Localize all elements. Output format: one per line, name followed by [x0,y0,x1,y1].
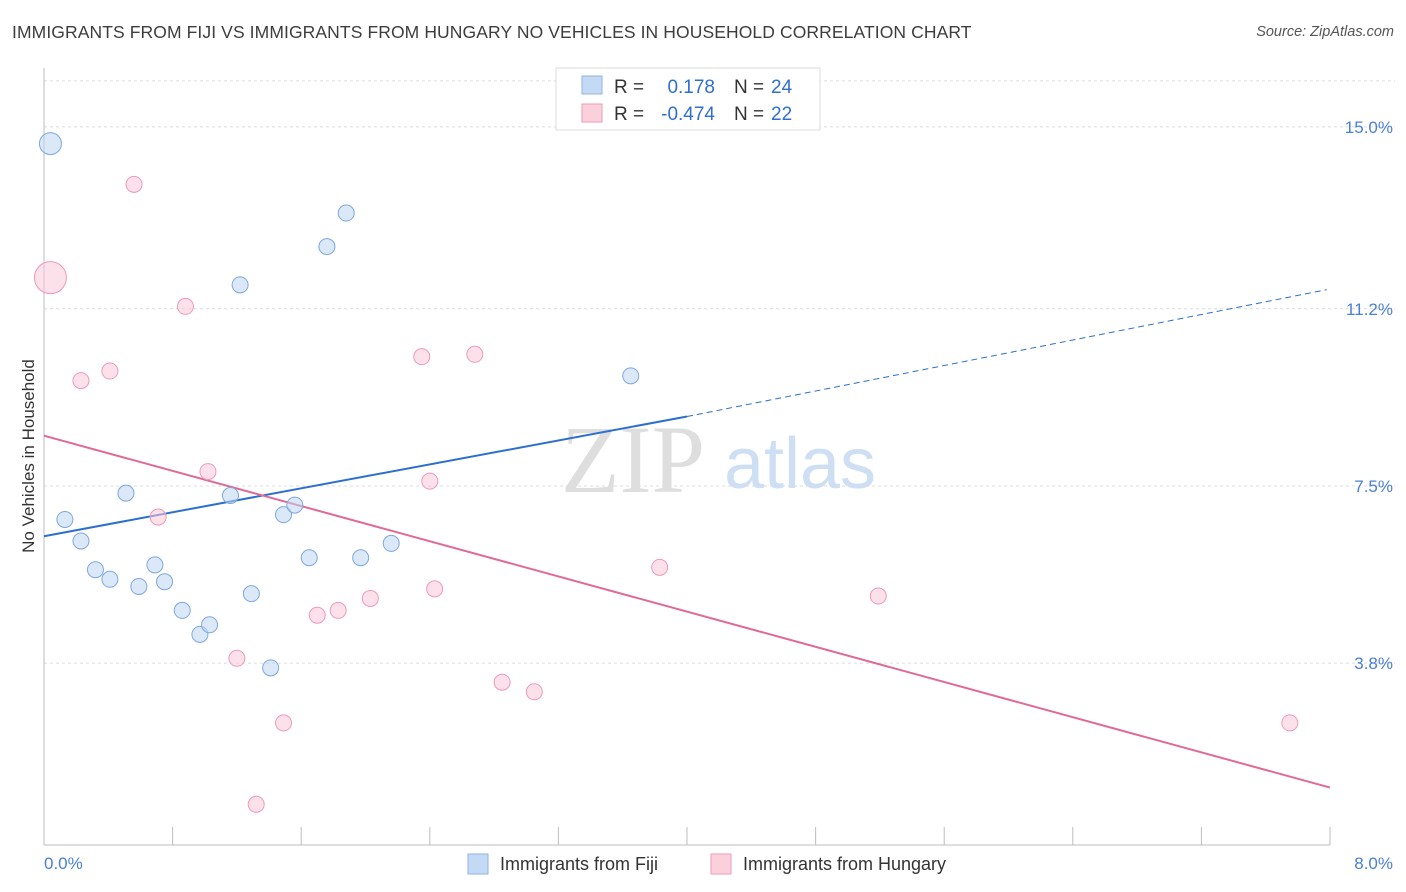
point-fiji [130,577,148,595]
legend-swatch-fiji-bottom [467,853,489,875]
point-fiji [242,585,260,603]
point-hungary [101,362,119,380]
legend-label-hungary: Immigrants from Hungary [743,854,946,874]
legend-n-value-fiji: 24 [771,77,793,98]
trend-line-hungary [43,434,1331,789]
point-fiji [146,556,164,574]
watermark: ZIP atlas [561,406,876,513]
point-fiji [337,204,355,222]
data-points [33,132,1299,813]
point-hungary [1281,714,1299,732]
trend-lines [43,289,1331,789]
legend-swatch-fiji [581,75,603,95]
legend-r-label-hungary: R = [614,104,644,125]
point-hungary [149,508,167,526]
point-hungary [72,372,90,390]
point-hungary [228,649,246,667]
point-fiji [622,367,640,385]
point-fiji [72,532,90,550]
series-legend: Immigrants from Fiji Immigrants from Hun… [467,853,946,875]
point-hungary [329,601,347,619]
chart-source: Source: ZipAtlas.com [1256,24,1394,40]
point-hungary [466,345,484,363]
point-fiji [231,276,249,294]
point-hungary [275,714,293,732]
y-tick-label: 3.8% [1354,654,1393,673]
y-tick-labels: 3.8% 7.5% 11.2% 15.0% [1345,118,1393,673]
watermark-zip: ZIP [561,406,705,513]
point-fiji [56,510,74,528]
legend-r-value-fiji: 0.178 [667,77,715,98]
point-hungary [426,580,444,598]
point-hungary [361,589,379,607]
legend-r-label-fiji: R = [614,77,644,98]
point-fiji [101,570,119,588]
point-fiji [382,534,400,552]
watermark-atlas: atlas [724,424,876,504]
legend-r-value-hungary: -0.474 [661,104,715,125]
trend-line-extension-fiji [686,289,1327,418]
legend-label-fiji: Immigrants from Fiji [500,854,658,874]
x-tick-label-min: 0.0% [44,854,83,873]
legend-n-label-fiji: N = [734,77,764,98]
point-fiji [156,573,174,591]
chart-title: IMMIGRANTS FROM FIJI VS IMMIGRANTS FROM … [12,22,972,42]
point-hungary [199,463,217,481]
point-fiji [221,487,239,505]
legend-n-value-hungary: 22 [771,104,792,125]
x-tick-label-max: 8.0% [1354,854,1393,873]
point-fiji [201,616,219,634]
point-hungary [421,472,439,490]
point-fiji [173,601,191,619]
point-hungary [176,297,194,315]
point-fiji [86,561,104,579]
correlation-legend: R = 0.178 N = 24 R = -0.474 N = 22 [555,67,821,131]
point-hungary [308,606,326,624]
point-hungary [125,175,143,193]
point-hungary [413,348,431,366]
y-tick-label: 11.2% [1346,300,1393,319]
point-fiji [275,506,293,524]
legend-n-label-hungary: N = [734,104,764,125]
point-hungary [869,587,887,605]
point-hungary [247,795,265,813]
y-tick-label: 15.0% [1345,118,1393,137]
y-axis-label: No Vehicles in Household [19,359,38,553]
x-tick-labels: 0.0% 8.0% [44,854,1393,873]
y-tick-label: 7.5% [1354,477,1393,496]
point-fiji [300,549,318,567]
point-fiji [262,659,280,677]
point-hungary [493,673,511,691]
point-hungary [33,261,67,295]
point-fiji [318,238,336,256]
legend-swatch-hungary-bottom [710,853,732,875]
axes [43,68,1331,846]
point-fiji [352,549,370,567]
grid-lines [44,80,1395,664]
point-hungary [651,558,669,576]
point-hungary [525,683,543,701]
point-fiji [38,132,62,156]
point-fiji [117,484,135,502]
point-fiji [286,496,304,514]
legend-swatch-hungary [581,103,603,123]
